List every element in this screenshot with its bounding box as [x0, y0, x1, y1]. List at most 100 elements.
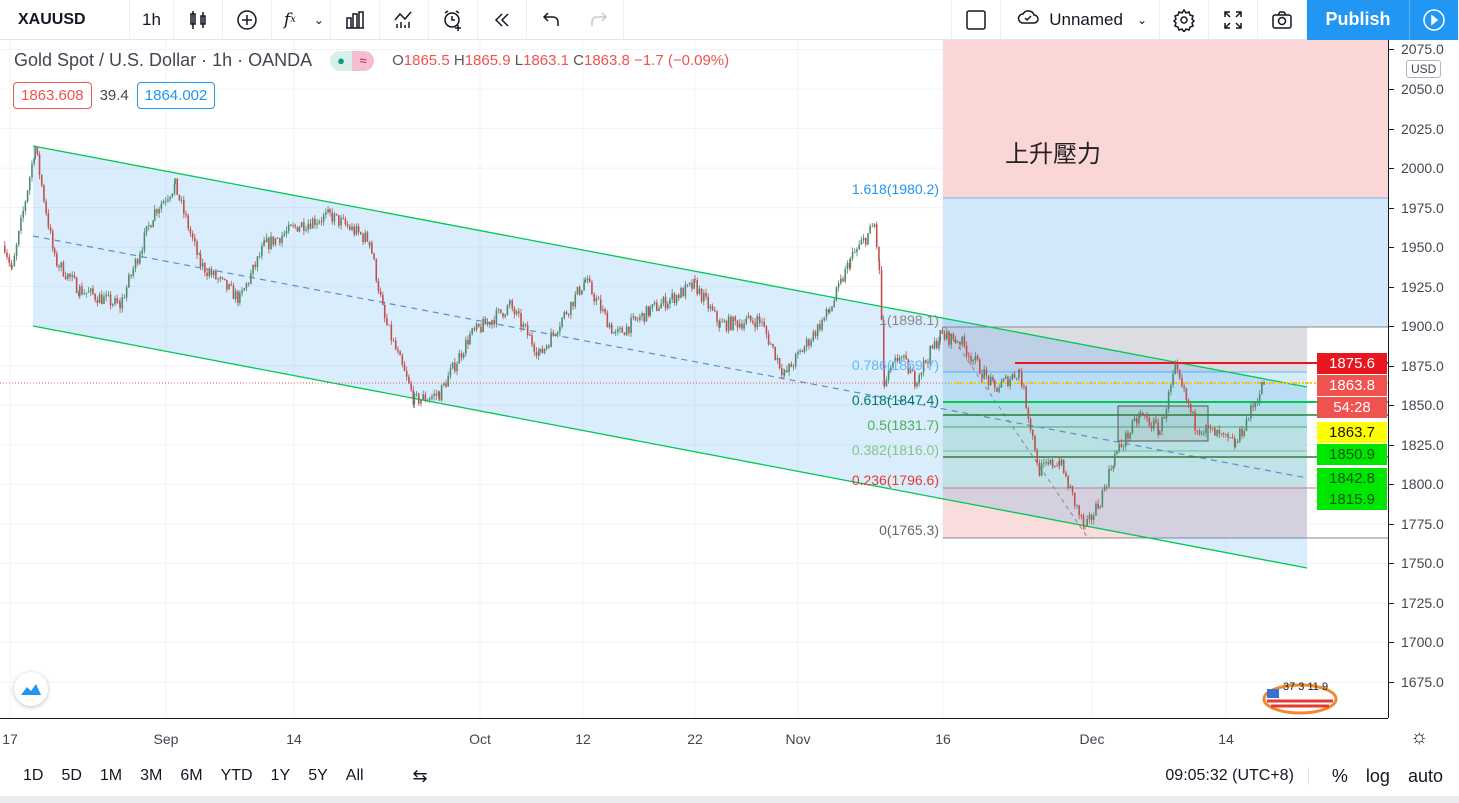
candle-body	[896, 358, 899, 361]
gear-icon[interactable]	[1160, 0, 1209, 40]
time-axis[interactable]: 17 Sep 14 Oct 12 22 Nov 16 Dec 14	[0, 718, 1388, 755]
range-button-3m[interactable]: 3M	[140, 767, 163, 784]
date-range-icon[interactable]: ⇆	[412, 765, 428, 786]
undo-icon[interactable]	[527, 0, 575, 40]
candle-body	[320, 221, 323, 223]
candle-body	[1076, 505, 1078, 507]
range-button-1d[interactable]: 1D	[23, 767, 44, 784]
candles-icon[interactable]	[174, 0, 223, 40]
currency-label[interactable]: USD	[1406, 60, 1442, 78]
auto-toggle[interactable]: auto	[1407, 765, 1443, 786]
candle-body	[230, 284, 233, 286]
candle-body	[221, 277, 224, 279]
symbol-search-button[interactable]: XAUUSD	[0, 0, 130, 40]
candle-body	[664, 297, 667, 309]
candle-body	[451, 362, 454, 369]
candle-body	[591, 282, 593, 294]
range-button-ytd[interactable]: YTD	[220, 767, 253, 784]
gear-icon[interactable]: ☼	[1410, 726, 1429, 748]
candle-body	[871, 226, 874, 227]
square-icon[interactable]	[951, 0, 1002, 40]
candle-body	[482, 318, 484, 332]
log-toggle[interactable]: log	[1365, 765, 1390, 786]
candle-body	[1220, 433, 1223, 435]
publish-button[interactable]: Publish	[1307, 0, 1409, 40]
time-tick-label: 16	[935, 731, 951, 747]
range-button-5y[interactable]: 5Y	[308, 767, 328, 784]
range-button-6m[interactable]: 6M	[180, 767, 203, 784]
candle-body	[996, 387, 998, 392]
sell-price-button[interactable]: 1863.608	[13, 82, 92, 109]
chevron-down-icon[interactable]: ⌄	[308, 0, 331, 40]
candle-body	[570, 301, 572, 315]
range-button-5d[interactable]: 5D	[61, 767, 82, 784]
range-button-all[interactable]: All	[345, 767, 364, 784]
camera-icon[interactable]	[1258, 0, 1307, 40]
candle-body	[878, 260, 881, 270]
status-pill[interactable]: ● ≈	[330, 50, 375, 71]
candle-body	[1080, 515, 1083, 516]
buy-price-button[interactable]: 1864.002	[136, 82, 216, 109]
candle-body	[613, 332, 615, 334]
candle-body	[696, 279, 698, 295]
candle-body	[835, 287, 838, 301]
alert-icon[interactable]	[429, 0, 478, 40]
candle-body	[614, 331, 617, 333]
range-button-1y[interactable]: 1Y	[270, 767, 291, 784]
add-compare-icon[interactable]	[223, 0, 272, 40]
candle-body	[993, 380, 996, 388]
replay-icon[interactable]	[478, 0, 527, 40]
candle-body	[961, 336, 963, 345]
tradingview-logo-icon[interactable]	[14, 672, 48, 706]
candle-body	[653, 302, 656, 305]
candle-body	[252, 264, 254, 274]
candle-body	[541, 348, 544, 353]
candle-body	[307, 223, 310, 230]
candle-body	[460, 353, 463, 358]
candle-body	[8, 257, 10, 264]
candle-body	[783, 370, 786, 374]
candle-body	[1229, 437, 1232, 439]
templates-icon[interactable]	[380, 0, 429, 40]
candle-body	[58, 265, 60, 268]
candle-body	[974, 355, 977, 361]
candle-body	[686, 284, 689, 286]
price-axis[interactable]: 2075.0 2050.0 2025.0 2000.0 1975.0 1950.0 1925…	[1388, 40, 1459, 718]
financials-icon[interactable]	[331, 0, 380, 40]
candle-body	[714, 310, 716, 312]
candle-body	[62, 262, 65, 277]
candle-body	[223, 278, 226, 280]
candle-body	[89, 288, 92, 292]
chart-pane[interactable]: 37 3 11 9	[0, 40, 1388, 718]
candle-body	[803, 346, 806, 353]
play-icon[interactable]	[1409, 0, 1459, 40]
candle-body	[511, 300, 514, 309]
candle-body	[180, 199, 183, 201]
candle-body	[761, 321, 763, 323]
fullscreen-icon[interactable]	[1209, 0, 1258, 40]
range-button-1m[interactable]: 1M	[99, 767, 123, 784]
redo-icon[interactable]	[575, 0, 624, 40]
candle-body	[413, 393, 416, 405]
candle-body	[362, 234, 364, 242]
clock[interactable]: 09:05:32 (UTC+8)	[1165, 767, 1309, 785]
candle-body	[651, 304, 654, 308]
candle-body	[898, 357, 901, 361]
candle-body	[759, 319, 761, 323]
candle-body	[234, 291, 237, 300]
candle-body	[408, 376, 410, 384]
candle-body	[185, 213, 187, 216]
percent-toggle[interactable]: %	[1331, 765, 1348, 786]
candle-body	[595, 298, 598, 302]
layout-save-button[interactable]: Unnamed ⌄	[1001, 0, 1160, 40]
candle-body	[201, 263, 204, 267]
interval-button[interactable]: 1h	[130, 0, 174, 40]
candle-body	[136, 259, 139, 264]
candle-body	[294, 225, 297, 227]
chart-canvas[interactable]: 37 3 11 9	[0, 40, 1388, 718]
candle-body	[1088, 514, 1091, 520]
candle-body	[1084, 526, 1086, 527]
candle-body	[632, 316, 635, 318]
candle-body	[703, 292, 705, 302]
